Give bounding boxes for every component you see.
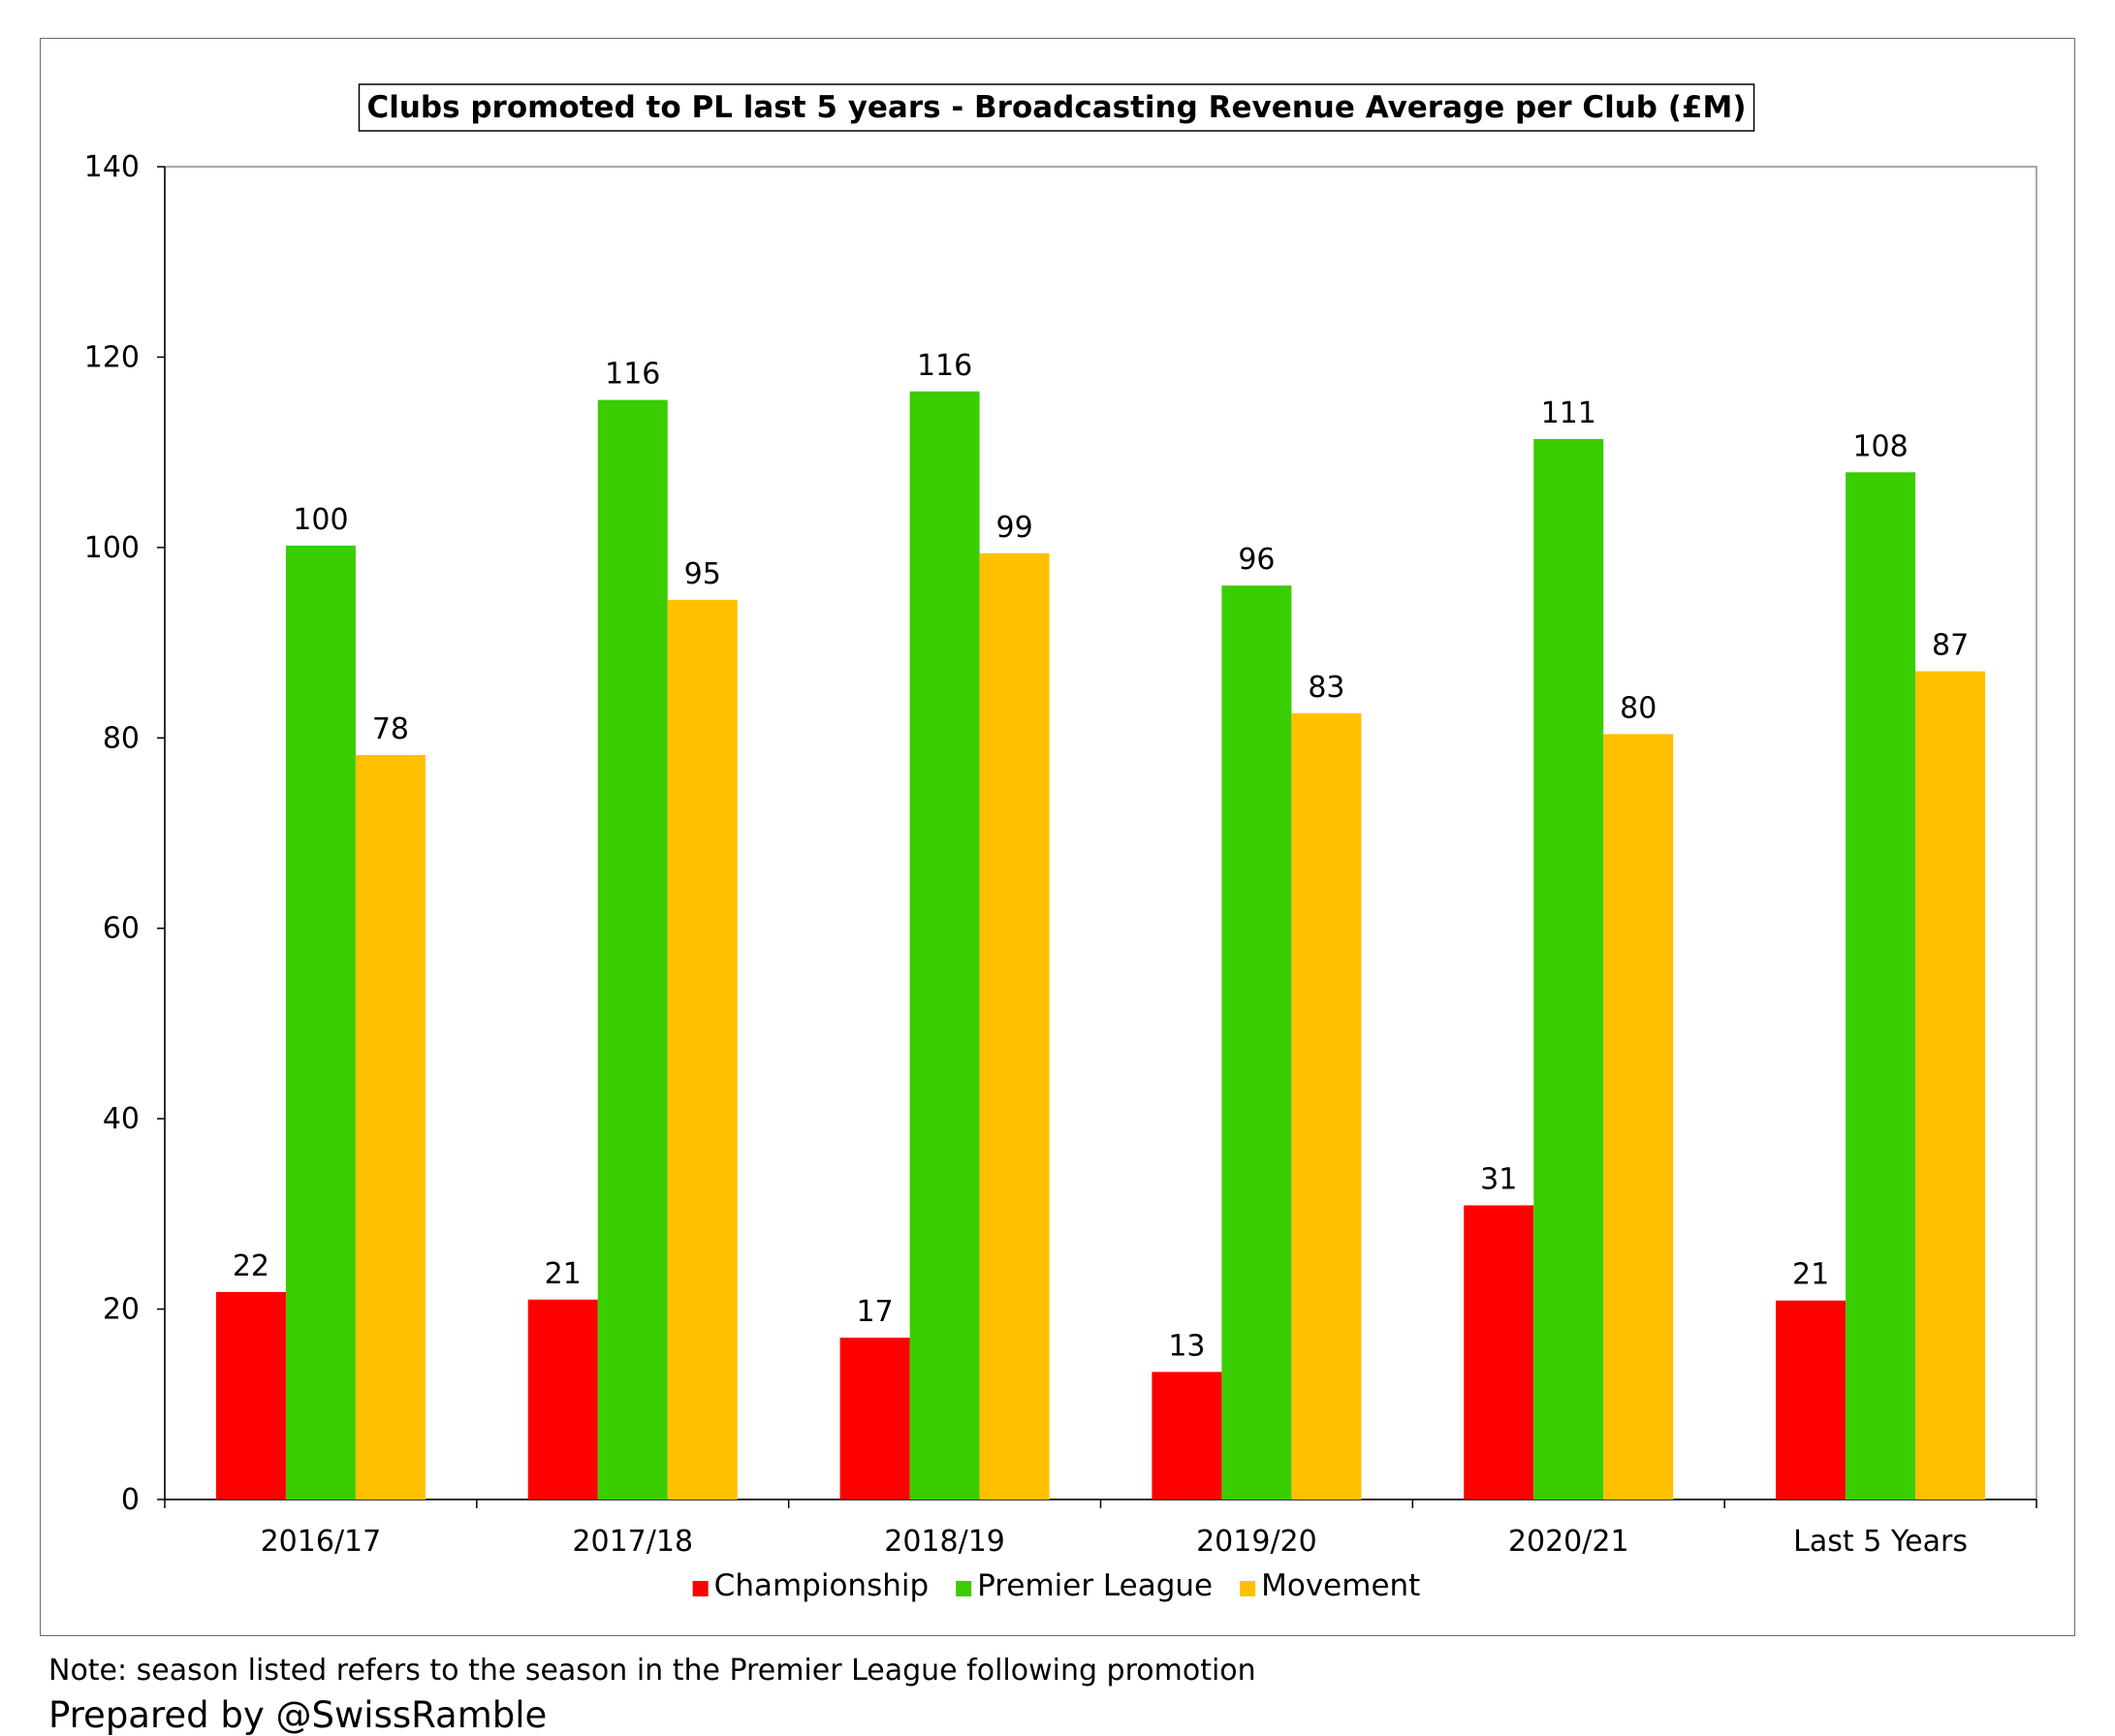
data-label: 80 xyxy=(1620,691,1657,725)
legend-swatch xyxy=(956,1581,972,1596)
x-tick-label: Last 5 Years xyxy=(1793,1525,1968,1559)
bar-movement xyxy=(355,754,426,1499)
legend-item-premier-league: Premier League xyxy=(956,1568,1213,1603)
data-label: 96 xyxy=(1238,543,1275,577)
bar-premier-league xyxy=(909,391,980,1500)
y-tick-label: 100 xyxy=(84,531,140,565)
bar-championship xyxy=(527,1299,598,1499)
bar-movement xyxy=(1915,671,1986,1499)
legend-swatch xyxy=(1240,1581,1256,1596)
x-tick-label: 2018/19 xyxy=(884,1525,1005,1559)
legend-label: Premier League xyxy=(977,1568,1213,1603)
y-tick-label: 120 xyxy=(84,340,140,374)
data-label: 21 xyxy=(1792,1258,1829,1292)
chart-title-border xyxy=(358,83,1755,132)
y-tick-label: 140 xyxy=(84,150,140,184)
data-label: 31 xyxy=(1480,1163,1517,1197)
bar-movement xyxy=(667,599,738,1499)
plot-area xyxy=(164,166,2037,1500)
bar-championship xyxy=(839,1338,910,1499)
data-label: 87 xyxy=(1932,629,1969,663)
x-tick-label: 2020/21 xyxy=(1508,1525,1629,1559)
bar-premier-league xyxy=(285,545,356,1499)
y-tick-label: 20 xyxy=(103,1293,140,1327)
data-label: 17 xyxy=(856,1295,893,1329)
data-label: 83 xyxy=(1308,671,1344,705)
legend: Championship Premier League Movement xyxy=(692,1568,1420,1603)
bar-movement xyxy=(1291,712,1362,1499)
data-label: 22 xyxy=(233,1249,269,1283)
x-tick-label: 2019/20 xyxy=(1196,1525,1317,1559)
data-label: 108 xyxy=(1852,429,1908,463)
bar-championship xyxy=(215,1291,286,1499)
data-label: 100 xyxy=(293,503,348,537)
bar-championship xyxy=(1776,1300,1847,1499)
data-label: 13 xyxy=(1168,1329,1205,1363)
data-label: 99 xyxy=(995,511,1032,545)
x-tick-label: 2016/17 xyxy=(261,1525,382,1559)
bars xyxy=(215,391,1986,1500)
legend-label: Movement xyxy=(1261,1568,1420,1603)
legend-label: Championship xyxy=(714,1568,929,1603)
x-tick-label: 2017/18 xyxy=(572,1525,693,1559)
y-tick-label: 40 xyxy=(103,1102,140,1136)
chart-title: Clubs promoted to PL last 5 years - Broa… xyxy=(366,90,1746,125)
data-label: 21 xyxy=(545,1257,582,1291)
data-label: 78 xyxy=(372,712,409,746)
y-tick-label: 80 xyxy=(103,721,140,755)
data-label: 111 xyxy=(1541,396,1596,430)
data-label: 116 xyxy=(917,349,972,383)
credit-line: Prepared by @SwissRamble xyxy=(48,1694,548,1736)
bar-championship xyxy=(1464,1205,1534,1499)
footnote: Note: season listed refers to the season… xyxy=(48,1654,1256,1688)
y-tick-label: 60 xyxy=(103,912,140,946)
x-axis: 2016/17 2017/18 2018/19 2019/20 2020/21 Last … xyxy=(164,1499,2037,1559)
y-axis: 0 20 40 60 80 100 120 140 xyxy=(84,150,166,1517)
bar-premier-league xyxy=(1221,585,1292,1499)
bar-premier-league xyxy=(1846,472,1916,1500)
bar-championship xyxy=(1152,1372,1222,1499)
data-label: 95 xyxy=(684,557,721,591)
y-tick-label: 0 xyxy=(121,1483,140,1517)
bar-movement xyxy=(979,552,1050,1499)
bar-premier-league xyxy=(1533,438,1604,1500)
data-labels: 22 21 17 13 31 21 100 116 116 96 111 108 78 95 99 83 80 8… xyxy=(233,349,1969,1364)
data-label: 116 xyxy=(605,358,660,392)
bar-movement xyxy=(1603,734,1674,1499)
bar-premier-league xyxy=(597,399,668,1499)
legend-item-movement: Movement xyxy=(1240,1568,1420,1603)
plot-area-border xyxy=(164,166,2037,1500)
chart-title-box: Clubs promoted to PL last 5 years - Broa… xyxy=(358,83,1755,132)
legend-item-championship: Championship xyxy=(692,1568,929,1603)
legend-swatch xyxy=(692,1581,709,1596)
